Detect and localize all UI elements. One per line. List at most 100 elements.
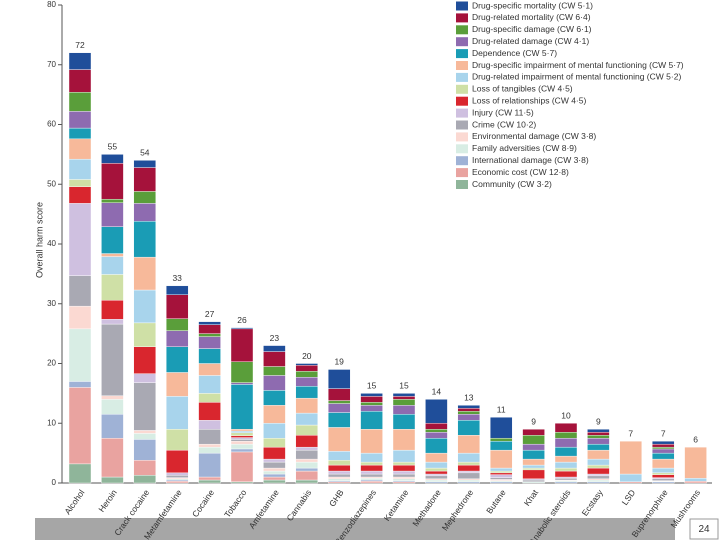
legend-swatch xyxy=(456,180,468,189)
legend-swatch xyxy=(456,1,468,11)
bar-segment xyxy=(360,478,383,481)
bar-segment xyxy=(425,429,448,433)
y-tick-label: 40 xyxy=(47,239,56,248)
bar-segment xyxy=(360,470,383,475)
bar-segment xyxy=(328,400,351,404)
legend-swatch xyxy=(456,108,468,118)
bar-segment xyxy=(295,365,318,372)
total-label: 10 xyxy=(561,411,571,421)
bar-segment xyxy=(328,388,351,401)
x-tick-label: GHB xyxy=(327,487,346,508)
bar-segment xyxy=(392,396,416,400)
bar-segment xyxy=(263,375,286,391)
bar-segment xyxy=(490,472,513,475)
bar-segment xyxy=(360,461,383,466)
bar-segment xyxy=(68,203,92,276)
total-label: 23 xyxy=(270,333,280,343)
legend-swatch xyxy=(456,13,468,23)
bar-segment xyxy=(392,464,416,472)
page-number: 24 xyxy=(698,524,710,535)
bar-segment xyxy=(230,448,254,453)
bar-segment xyxy=(68,92,92,112)
bar-segment xyxy=(133,167,157,192)
bar-segment xyxy=(198,348,221,364)
bar-segment xyxy=(295,446,318,451)
bar-segment xyxy=(198,393,221,403)
bar-segment xyxy=(230,384,254,430)
legend-label: Drug-related mortality (CW 6·4) xyxy=(472,12,591,22)
total-label: 9 xyxy=(596,416,601,426)
bar-segment xyxy=(522,435,545,445)
bar-segment xyxy=(522,467,545,471)
y-tick-label: 80 xyxy=(47,0,56,9)
bar-segment xyxy=(198,429,221,445)
bar-segment xyxy=(198,443,221,448)
bar-segment xyxy=(425,452,448,463)
bar-segment xyxy=(457,414,480,421)
bar-segment xyxy=(101,256,124,275)
bar-segment xyxy=(68,381,92,388)
bar-segment xyxy=(360,464,383,472)
bar-segment xyxy=(490,467,513,472)
legend-swatch xyxy=(456,25,468,35)
bar-segment xyxy=(263,446,286,460)
bar-segment xyxy=(295,449,318,460)
bar-segment xyxy=(457,452,480,463)
bar-segment xyxy=(230,382,254,385)
x-tick-label: Butane xyxy=(484,487,508,515)
bar-segment xyxy=(587,475,610,480)
legend-label: Loss of relationships (CW 4·5) xyxy=(472,95,586,105)
bar-segment xyxy=(522,464,545,469)
bar-segment xyxy=(295,363,318,366)
bar-segment xyxy=(263,345,286,352)
total-label: 26 xyxy=(237,315,247,325)
bar-segment xyxy=(230,328,254,362)
bar-segment xyxy=(684,478,707,482)
bar-segment xyxy=(587,449,610,460)
bar-segment xyxy=(198,420,221,430)
bar-segment xyxy=(619,440,642,475)
bar-segment xyxy=(230,435,254,438)
bar-segment xyxy=(328,460,351,466)
legend-swatch xyxy=(456,49,468,59)
bar-segment xyxy=(263,473,286,478)
bar-segment xyxy=(230,429,254,432)
bar-segment xyxy=(587,464,610,469)
bar-segment xyxy=(522,458,545,466)
y-tick-label: 50 xyxy=(47,179,56,188)
bar-segment xyxy=(198,452,221,478)
bar-segment xyxy=(392,478,416,481)
legend-label: Drug-related impairment of mental functi… xyxy=(472,72,681,82)
y-tick-label: 30 xyxy=(47,299,56,308)
bar-segment xyxy=(587,479,610,483)
legend-label: International damage (CW 3·8) xyxy=(472,155,589,165)
total-label: 27 xyxy=(205,309,215,319)
bar-segment xyxy=(425,461,448,469)
bar-segment xyxy=(68,111,92,129)
bar-segment xyxy=(392,476,416,480)
legend-swatch xyxy=(456,120,468,130)
legend-swatch xyxy=(456,96,468,106)
bar-segment xyxy=(230,432,254,436)
bar-segment xyxy=(587,432,610,436)
legend-label: Economic cost (CW 12·8) xyxy=(472,167,569,177)
legend-label: Drug-related damage (CW 4·1) xyxy=(472,36,589,46)
bar-segment xyxy=(457,472,480,480)
bar-segment xyxy=(587,473,610,477)
bar-segment xyxy=(328,464,351,472)
bar-segment xyxy=(652,478,675,481)
bar-segment xyxy=(101,299,124,320)
legend-label: Injury (CW 11·5) xyxy=(472,107,534,117)
bar-segment xyxy=(68,158,92,180)
bar-segment xyxy=(587,467,610,475)
bar-segment xyxy=(101,319,124,325)
bar-segment xyxy=(425,475,448,480)
bar-segment xyxy=(490,470,513,474)
bar-segment xyxy=(554,470,578,478)
bar-segment xyxy=(101,476,124,484)
bar-segment xyxy=(101,437,124,478)
bar-segment xyxy=(133,289,157,324)
legend-label: Loss of tangibles (CW 4·5) xyxy=(472,84,573,94)
bar-segment xyxy=(652,467,675,474)
bar-segment xyxy=(295,397,318,414)
